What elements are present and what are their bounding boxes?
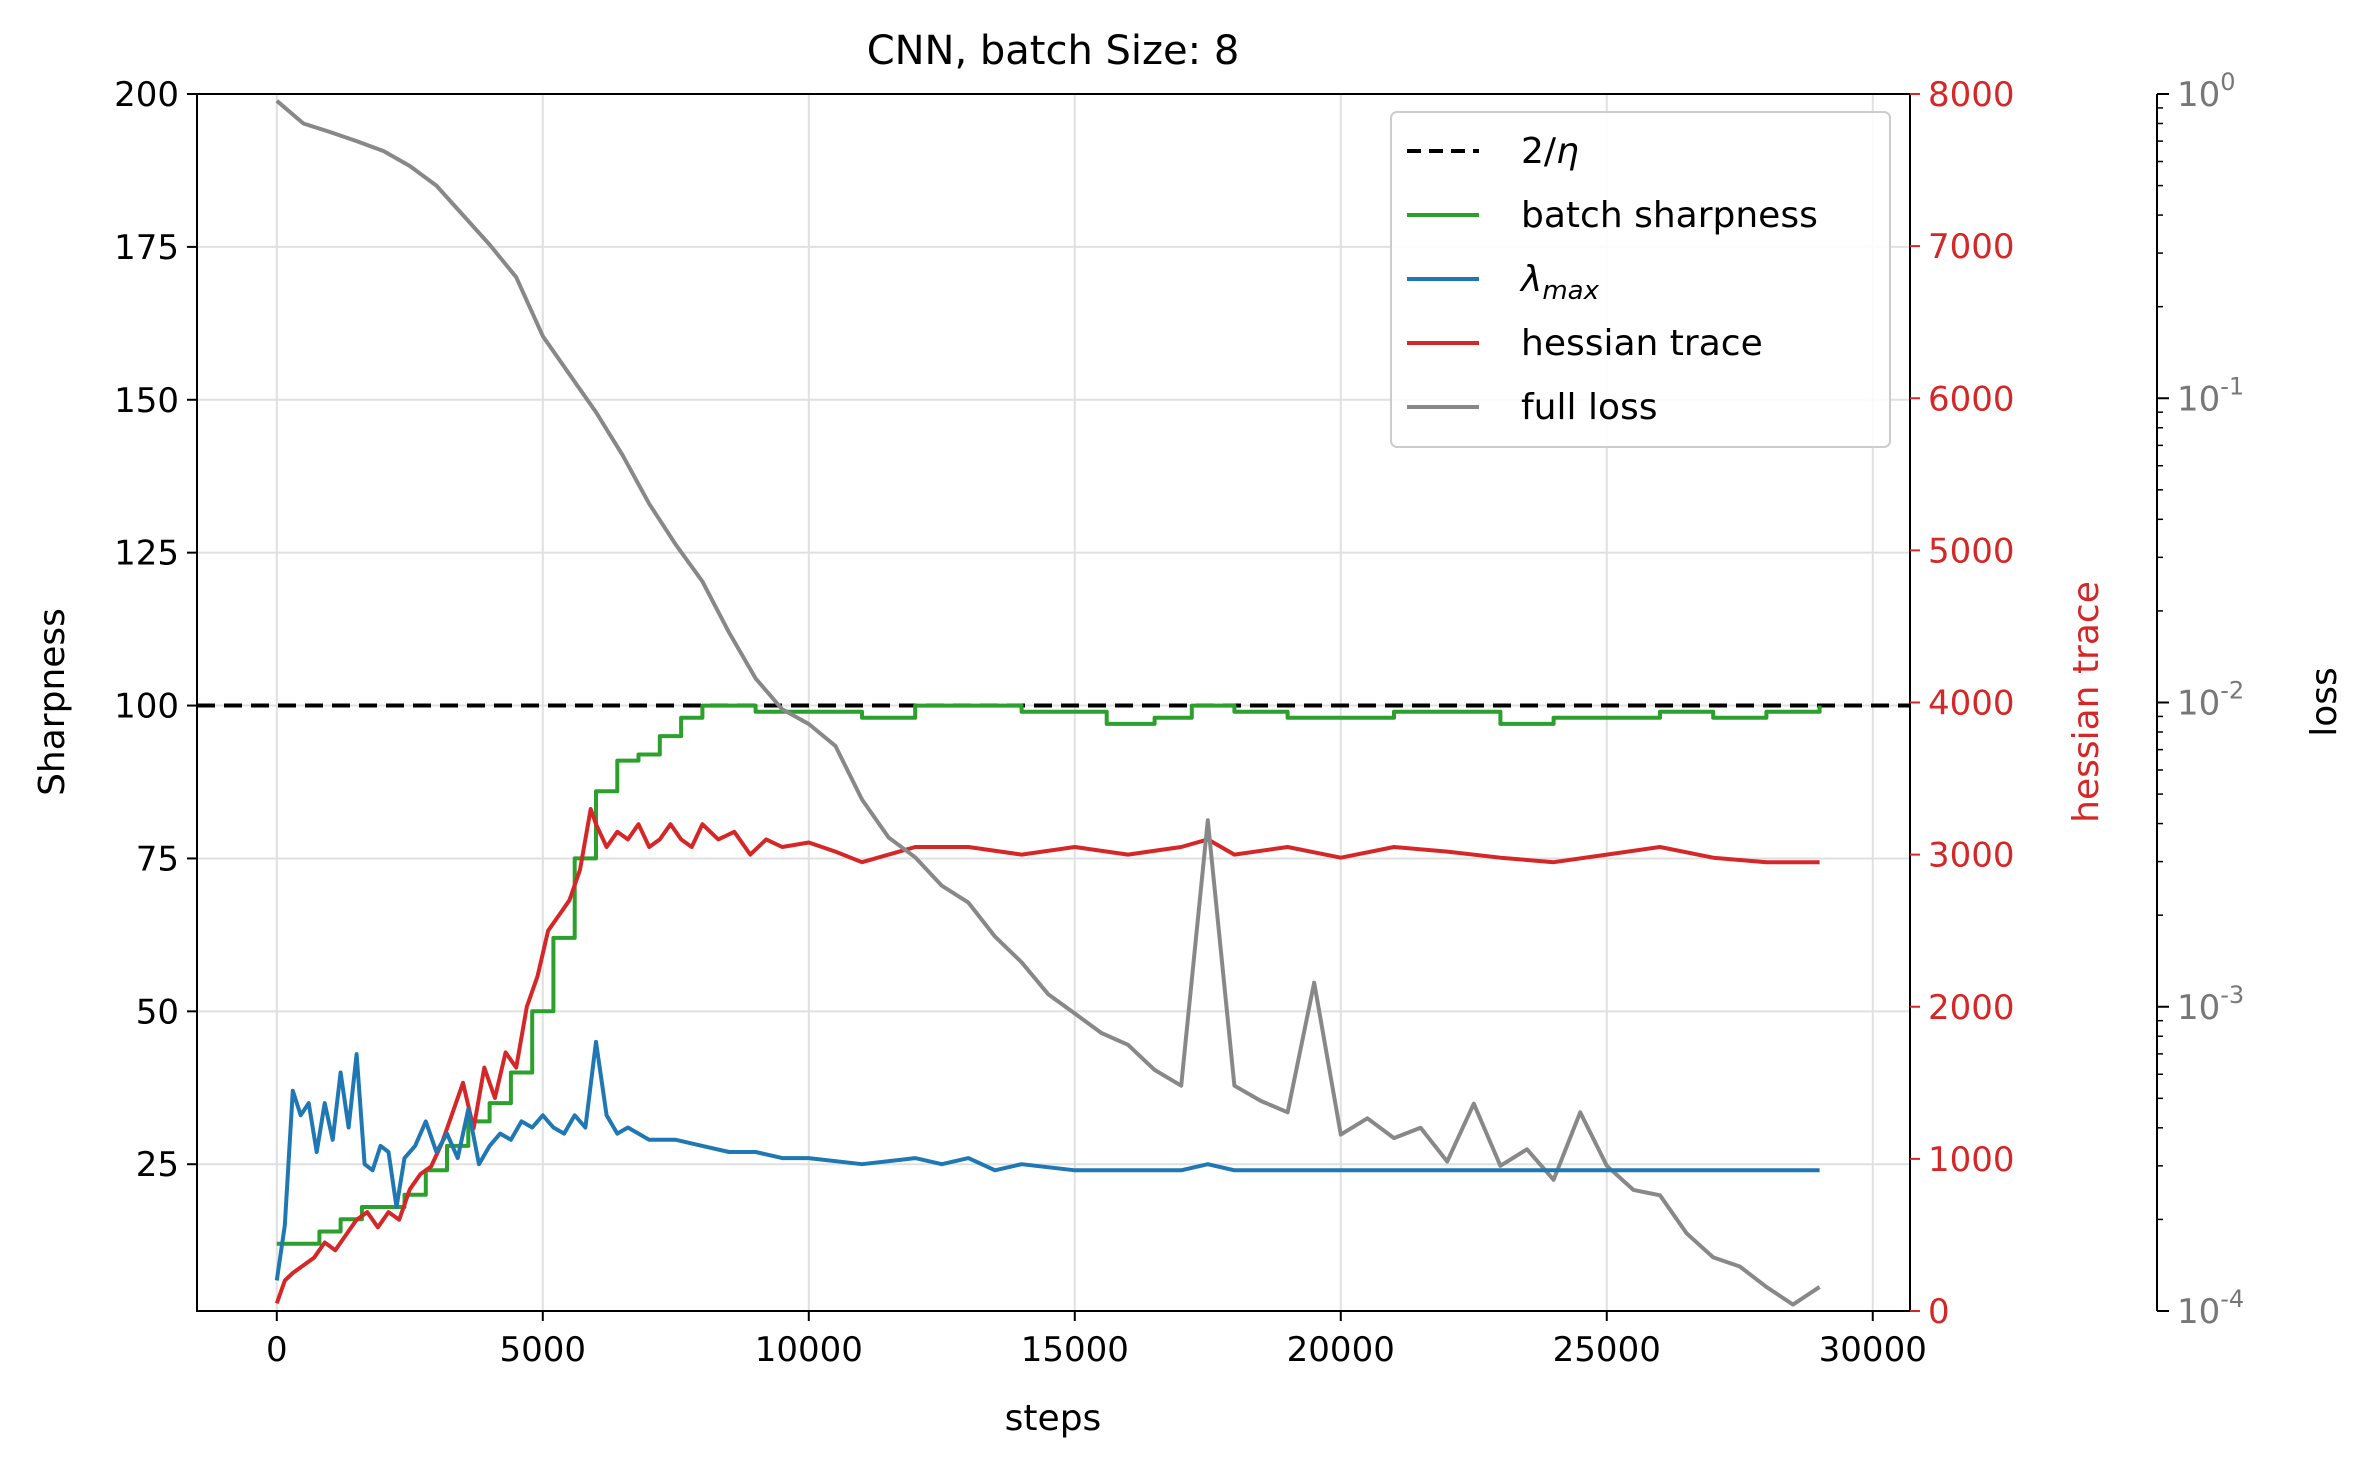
y-loss-tick-label: 10-3: [2177, 981, 2244, 1028]
x-axis: 0 5000 10000 15000 20000 25000 30000: [266, 1311, 1927, 1370]
y-loss-tick-label: 10-1: [2177, 372, 2244, 419]
y-right-tick-label: 6000: [1928, 379, 2015, 419]
legend-label: 2/η: [1521, 131, 1579, 172]
x-tick-label: 20000: [1287, 1330, 1395, 1370]
y-left-tick-label: 75: [136, 839, 179, 879]
y-right-tick-label: 3000: [1928, 836, 2015, 876]
y-axis-right-label: hessian trace: [2066, 581, 2107, 823]
y-axis-loss: 10-4 10-3 10-2 10-1 100: [2156, 68, 2244, 1332]
y-axis-left-label: Sharpness: [32, 608, 73, 796]
y-right-tick-label: 1000: [1928, 1140, 2015, 1180]
y-loss-tick-label: 10-4: [2177, 1285, 2244, 1332]
x-tick-label: 10000: [755, 1330, 863, 1370]
y-left-tick-label: 25: [136, 1145, 179, 1185]
series-line-hessian-trace: [274, 807, 1820, 1305]
y-left-tick-label: 200: [114, 75, 179, 115]
legend-label: full loss: [1521, 387, 1657, 428]
y-right-tick-label: 5000: [1928, 531, 2015, 571]
legend-label: hessian trace: [1521, 323, 1763, 364]
y-loss-tick-label: 10-2: [2177, 677, 2244, 724]
x-tick-label: 0: [266, 1330, 288, 1370]
legend: 2/η batch sharpness λmax hessian trace full …: [1390, 111, 1891, 448]
y-right-tick-label: 0: [1928, 1292, 1950, 1332]
y-right-tick-label: 4000: [1928, 684, 2015, 724]
y-left-tick-label: 150: [114, 381, 179, 421]
y-right-tick-label: 7000: [1928, 227, 2015, 267]
y-right-tick-label: 2000: [1928, 988, 2015, 1028]
x-axis-label: steps: [1005, 1398, 1102, 1439]
y-left-tick-label: 50: [136, 992, 179, 1032]
y-axis-right: 0 1000 2000 3000 4000 5000 6000 7000 8000: [1910, 75, 2015, 1332]
x-tick-label: 15000: [1021, 1330, 1129, 1370]
y-axis-loss-label: loss: [2304, 667, 2345, 737]
x-tick-label: 25000: [1553, 1330, 1661, 1370]
series-layer: [274, 99, 1822, 1307]
series-line-xmax: [274, 1039, 1820, 1281]
legend-label: batch sharpness: [1521, 195, 1818, 236]
y-axis-left: 25 50 75 100 125 150 175 200: [114, 75, 197, 1185]
legend-label: λmax: [1519, 259, 1600, 306]
y-left-tick-label: 100: [114, 687, 179, 727]
x-tick-label: 30000: [1819, 1330, 1927, 1370]
x-tick-label: 5000: [500, 1330, 587, 1370]
series-line-full-loss: [275, 99, 1821, 1307]
y-loss-tick-label: 100: [2177, 68, 2236, 115]
legend-box: [1390, 111, 1891, 448]
y-left-tick-label: 125: [114, 534, 179, 574]
series-line-batch-sharpness: [276, 703, 1822, 1246]
y-left-tick-label: 175: [114, 228, 179, 268]
chart-title: CNN, batch Size: 8: [867, 28, 1240, 74]
y-right-tick-label: 8000: [1928, 75, 2015, 115]
